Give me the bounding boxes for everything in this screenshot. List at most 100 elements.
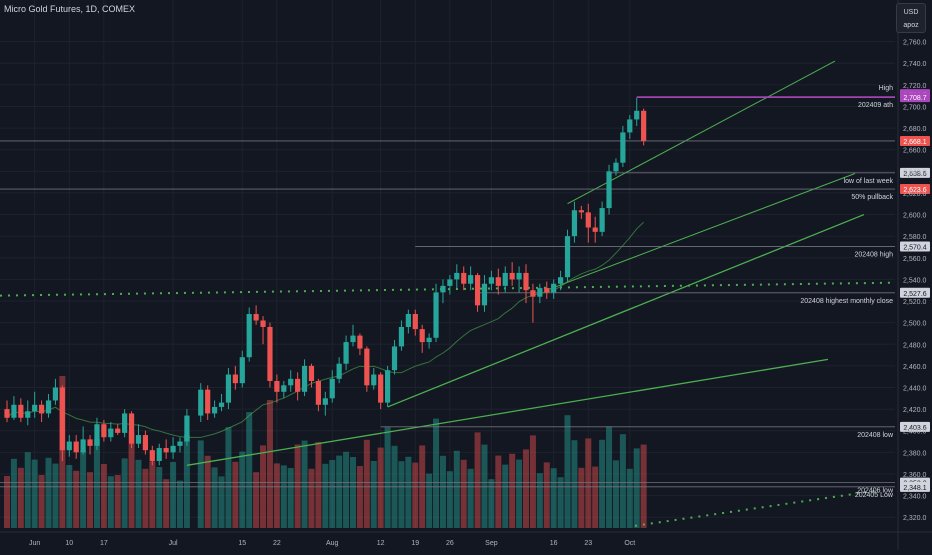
volume-bar	[24, 452, 31, 528]
candle-body	[232, 374, 238, 384]
y-tick-label: 2,740.0	[903, 61, 926, 68]
candle-body	[308, 365, 315, 382]
candle-body	[419, 329, 425, 343]
volume-bar	[516, 459, 523, 528]
volume-bar	[31, 459, 38, 528]
candle-body	[578, 210, 584, 213]
candle-body	[378, 374, 384, 403]
level-label: 202405 Low	[855, 492, 894, 499]
candle-body	[253, 313, 259, 321]
volume-bar	[343, 451, 350, 528]
candle-body	[613, 162, 619, 172]
volume-bar	[135, 459, 142, 528]
price-tag-box	[900, 167, 930, 178]
candle-body	[4, 409, 10, 418]
candle-body	[205, 389, 211, 414]
y-tick-label: 2,640.0	[903, 169, 926, 176]
volume-bar	[599, 439, 606, 528]
volume-bar	[315, 442, 322, 528]
candle-body	[537, 288, 543, 297]
candle-body	[322, 398, 328, 405]
candle-body	[295, 378, 301, 392]
candle-body	[87, 439, 93, 446]
price-tag-text: 2,638.6	[903, 171, 926, 178]
y-tick-label: 2,560.0	[903, 256, 926, 263]
volume-bar	[557, 477, 564, 528]
chart-title: Micro Gold Futures, 1D, COMEX	[4, 4, 136, 14]
volume-bar	[363, 439, 370, 528]
y-tick-label: 2,660.0	[903, 148, 926, 155]
x-tick-label: 12	[377, 540, 385, 547]
volume-bar	[4, 476, 10, 528]
candle-body	[101, 424, 107, 438]
candle-body	[627, 119, 633, 133]
candle-body	[59, 387, 65, 451]
candle-body	[267, 326, 273, 382]
candle-body	[516, 272, 522, 280]
candle-body	[52, 387, 59, 401]
candle-body	[336, 363, 342, 379]
y-tick-label: 2,360.0	[903, 472, 926, 479]
currency-selector[interactable]: USD apoz	[896, 3, 926, 33]
candle-body	[177, 441, 183, 446]
candle-body	[246, 313, 252, 358]
volume-bar	[329, 460, 336, 528]
x-tick-label: 16	[550, 540, 558, 547]
volume-bar	[606, 426, 613, 528]
candle-body	[198, 389, 204, 416]
x-tick-label: 22	[273, 540, 281, 547]
x-tick-label: 15	[238, 540, 246, 547]
volume-bar	[294, 444, 301, 528]
candle-body	[115, 428, 121, 433]
volume-bar	[446, 471, 453, 528]
x-tick-label: 19	[411, 540, 419, 547]
volume-bar	[273, 463, 280, 528]
candle-body	[599, 208, 605, 232]
candle-body	[481, 283, 488, 306]
x-tick-label: Aug	[326, 540, 339, 547]
candle-body	[474, 275, 481, 306]
volume-bar	[10, 458, 17, 528]
candle-body	[11, 404, 17, 418]
candle-body	[447, 279, 453, 286]
volume-bar	[66, 465, 73, 528]
volume-bar	[149, 461, 156, 528]
volume-bar	[322, 463, 329, 528]
candle-body	[571, 210, 578, 237]
level-label: 202408 highest monthly close	[800, 298, 893, 305]
price-tag-text: 2,623.6	[903, 187, 926, 194]
volume-bar	[426, 473, 433, 528]
candle-body	[329, 378, 335, 399]
candle-body	[163, 448, 169, 453]
volume-bar	[502, 464, 509, 528]
y-tick-label: 2,500.0	[903, 321, 926, 328]
volume-bar	[585, 438, 592, 528]
candle-body	[260, 320, 266, 327]
candle-body	[620, 132, 626, 163]
price-tag-text: 2,527.6	[903, 291, 926, 298]
candle-body	[405, 313, 411, 327]
y-tick-label: 2,460.0	[903, 364, 926, 371]
candle-body	[45, 400, 52, 414]
volume-bar	[536, 473, 543, 528]
price-tag-text: 2,403.6	[903, 425, 926, 432]
candle-body	[398, 326, 405, 347]
candle-body	[122, 413, 128, 433]
candle-body	[39, 404, 45, 414]
price-tag-text: 2,570.4	[903, 245, 926, 252]
volume-bar	[336, 455, 343, 528]
y-tick-label: 2,520.0	[903, 299, 926, 306]
volume-bar	[633, 448, 640, 528]
volume-bar	[509, 453, 516, 528]
x-tick-label: Jun	[29, 540, 40, 547]
volume-bar	[626, 468, 633, 528]
volume-bar	[356, 466, 363, 528]
y-tick-label: 2,700.0	[903, 104, 926, 111]
price-tag-box	[900, 135, 930, 146]
volume-bar	[232, 461, 239, 528]
volume-bar	[17, 467, 24, 528]
volume-bar	[433, 418, 440, 528]
